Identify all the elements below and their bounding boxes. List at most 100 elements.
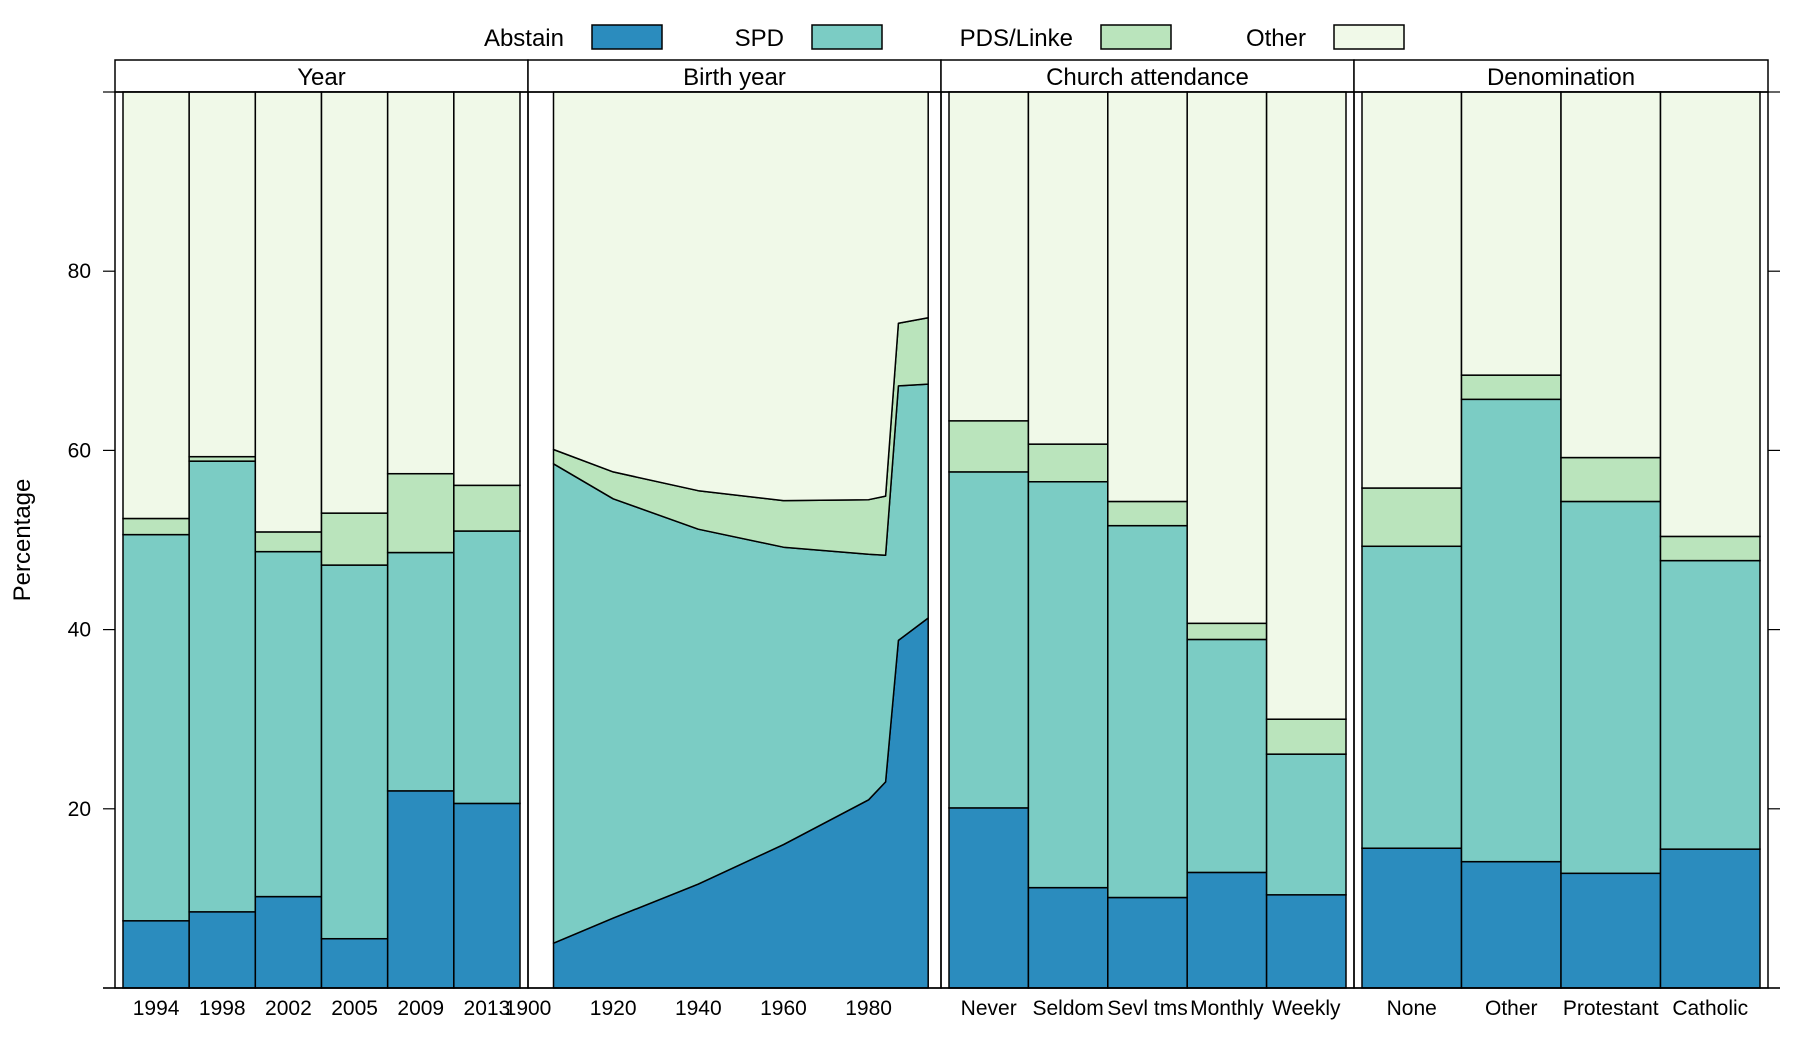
- bar-church-attendance-seldom-pds-linke: [1027, 443, 1109, 483]
- bar-year-1994-spd: [122, 533, 190, 922]
- bar-denomination-protestant-other: [1560, 91, 1662, 459]
- panel-title: Birth year: [683, 64, 786, 91]
- x-tick-label: Other: [1485, 997, 1538, 1020]
- y-tick-label: 80: [68, 260, 91, 283]
- panel-birth-year: Birth year 1900 1920 1940 1960 1980: [505, 59, 942, 1020]
- y-axis-label: Percentage: [9, 479, 36, 602]
- bar-year-2005-pds-linke: [320, 512, 389, 566]
- bar-year-2009-abstain: [386, 790, 455, 989]
- x-tick-label: 2009: [397, 997, 444, 1020]
- panel-denomination: Denomination None Other Protestant Catholic: [1353, 59, 1769, 1020]
- bar-year-2009-pds-linke: [386, 472, 455, 554]
- panel-year: Year 1994 1998 2002 2005 2009 2013: [114, 59, 529, 1020]
- bar-year-2013-pds-linke: [453, 484, 521, 532]
- bar-church-attendance-never-abstain: [948, 807, 1030, 989]
- bar-denomination-protestant-pds-linke: [1560, 456, 1662, 503]
- bar-year-1998-spd: [188, 460, 257, 913]
- legend-swatch-other: [1333, 24, 1405, 50]
- bar-denomination-other-abstain: [1460, 860, 1562, 989]
- bar-church-attendance-never-pds-linke: [948, 420, 1030, 473]
- bar-denomination-none-pds-linke: [1361, 487, 1463, 548]
- bar-denomination-other-other: [1460, 91, 1562, 376]
- y-tick-label: 60: [68, 439, 91, 462]
- panel-strip: [1353, 59, 1769, 93]
- bar-church-attendance-weekly-abstain: [1265, 894, 1347, 989]
- bar-church-attendance-seldom-other: [1027, 91, 1109, 445]
- y-tick-label: 40: [68, 619, 91, 642]
- x-tick-label: 2013: [464, 997, 511, 1020]
- x-tick-label: Sevl tms: [1107, 997, 1188, 1020]
- bar-year-2002-abstain: [254, 895, 323, 989]
- x-tick-label: 1960: [760, 997, 807, 1020]
- bar-year-1994-abstain: [122, 920, 190, 989]
- legend-swatch-spd: [811, 24, 883, 50]
- x-tick-label: Catholic: [1672, 997, 1748, 1020]
- bar-year-2002-pds-linke: [254, 531, 323, 553]
- bar-denomination-catholic-pds-linke: [1659, 535, 1761, 562]
- bar-year-2009-spd: [386, 551, 455, 792]
- legend-swatch-pds-linke: [1100, 24, 1172, 50]
- bar-denomination-none-other: [1361, 91, 1463, 489]
- area-other: [552, 91, 929, 502]
- panel-title: Denomination: [1487, 64, 1635, 91]
- bar-year-2013-spd: [453, 530, 521, 805]
- bar-church-attendance-seldom-spd: [1027, 481, 1109, 889]
- bar-church-attendance-weekly-other: [1265, 91, 1347, 720]
- x-tick-label: 1900: [505, 997, 552, 1020]
- bar-church-attendance-sevl-tms-abstain: [1107, 896, 1188, 989]
- x-tick-label: 1920: [590, 997, 637, 1020]
- bar-denomination-protestant-abstain: [1560, 872, 1662, 989]
- bar-church-attendance-never-spd: [948, 471, 1030, 809]
- bar-church-attendance-monthly-pds-linke: [1186, 622, 1268, 641]
- bar-denomination-other-pds-linke: [1460, 374, 1562, 401]
- x-tick-label: Monthly: [1190, 997, 1264, 1020]
- x-tick-label: 1994: [133, 997, 180, 1020]
- bar-year-2009-other: [386, 91, 455, 475]
- bar-year-1998-other: [188, 91, 257, 458]
- bar-year-1994-pds-linke: [122, 517, 190, 536]
- legend-swatch-abstain: [591, 24, 663, 50]
- bar-year-2005-abstain: [320, 937, 389, 989]
- bar-denomination-catholic-other: [1659, 91, 1761, 538]
- y-tick-label: 20: [68, 798, 91, 821]
- panel-title: Year: [297, 64, 346, 91]
- bar-church-attendance-sevl-tms-pds-linke: [1107, 500, 1188, 527]
- bar-denomination-protestant-spd: [1560, 500, 1662, 875]
- x-tick-label: Never: [961, 997, 1017, 1020]
- legend-label-pds-linke: PDS/Linke: [960, 25, 1073, 52]
- bar-church-attendance-sevl-tms-spd: [1107, 524, 1188, 899]
- bar-year-2002-spd: [254, 550, 323, 898]
- bar-church-attendance-weekly-spd: [1265, 753, 1347, 896]
- bar-denomination-catholic-spd: [1659, 559, 1761, 850]
- bar-denomination-none-spd: [1361, 545, 1463, 849]
- bar-year-1994-other: [122, 91, 190, 520]
- x-tick-label: 2005: [331, 997, 378, 1020]
- legend-label-abstain: Abstain: [484, 25, 564, 52]
- bar-church-attendance-monthly-spd: [1186, 638, 1268, 874]
- bar-year-2013-other: [453, 91, 521, 487]
- x-tick-label: 1998: [199, 997, 246, 1020]
- bar-church-attendance-weekly-pds-linke: [1265, 718, 1347, 755]
- x-tick-label: 1940: [675, 997, 722, 1020]
- x-tick-label: 2002: [265, 997, 312, 1020]
- x-tick-label: None: [1387, 997, 1437, 1020]
- x-tick-label: Seldom: [1032, 997, 1103, 1020]
- bar-church-attendance-sevl-tms-other: [1107, 91, 1188, 503]
- panel-title: Church attendance: [1046, 64, 1249, 91]
- bar-church-attendance-seldom-abstain: [1027, 886, 1109, 989]
- bar-denomination-catholic-abstain: [1659, 848, 1761, 989]
- bar-denomination-other-spd: [1460, 398, 1562, 863]
- bar-year-1998-abstain: [188, 911, 257, 989]
- bar-year-2013-abstain: [453, 802, 521, 989]
- legend-label-spd: SPD: [735, 25, 784, 52]
- bar-year-2002-other: [254, 91, 323, 533]
- bar-year-2005-spd: [320, 564, 389, 940]
- x-tick-label: 1980: [845, 997, 892, 1020]
- bar-church-attendance-never-other: [948, 91, 1030, 422]
- panel-church-attendance: Church attendance Never Seldom Sevl tms Mont…: [940, 59, 1355, 1020]
- legend-label-other: Other: [1246, 25, 1306, 52]
- bar-church-attendance-monthly-other: [1186, 91, 1268, 625]
- bar-denomination-none-abstain: [1361, 847, 1463, 989]
